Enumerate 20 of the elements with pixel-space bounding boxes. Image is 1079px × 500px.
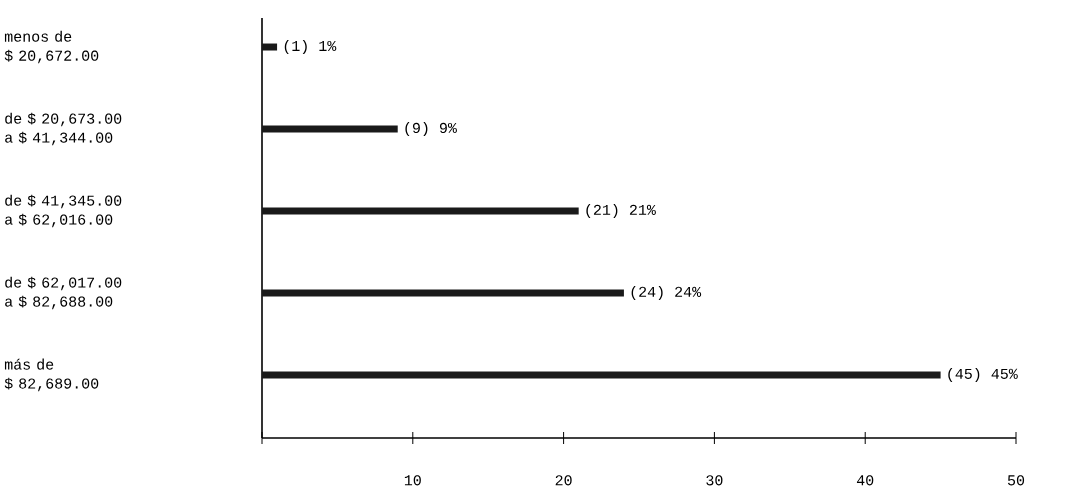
x-tick-label: 30	[706, 475, 723, 486]
y-tick-label: de $ 62,017.00 a $ 82,688.00	[5, 276, 122, 310]
data-label: (9) 9%	[405, 121, 457, 136]
data-label: (1) 1%	[284, 40, 337, 55]
x-tick-label: 40	[856, 475, 874, 486]
y-tick-label: más de $ 82,689.00	[4, 358, 99, 392]
bar	[262, 371, 941, 379]
y-tick-label: de $ 41,345.00 a $ 62,016.00	[5, 194, 122, 228]
bar	[262, 43, 278, 51]
data-label: (24) 24%	[631, 285, 702, 300]
bar	[262, 207, 579, 215]
x-tick-label: 50	[1007, 475, 1025, 486]
y-tick-label: de $ 20,673.00 a $ 41,344.00	[5, 112, 122, 146]
y-tick-label: menos de $ 20,672.00	[4, 30, 99, 64]
data-label: (45) 45%	[948, 367, 1018, 382]
bar	[262, 289, 624, 297]
bar	[262, 125, 398, 133]
data-label: (21) 21%	[586, 203, 656, 218]
x-tick-label: 20	[555, 475, 572, 486]
x-tick-label: 10	[404, 475, 421, 486]
